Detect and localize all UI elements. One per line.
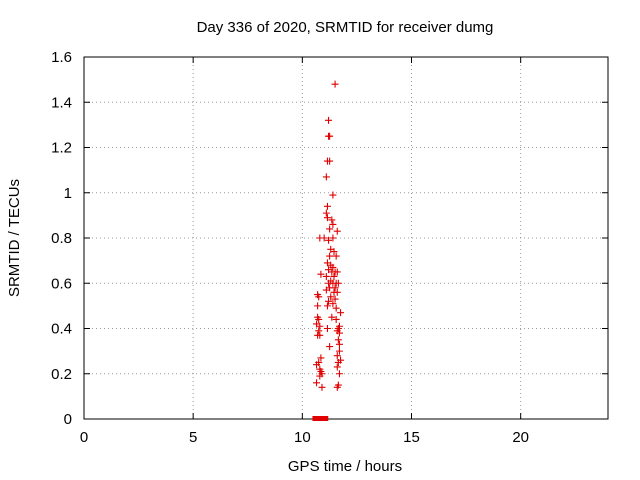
data-point xyxy=(318,383,326,391)
data-point xyxy=(313,379,321,387)
x-tick-label: 10 xyxy=(294,429,311,446)
zero-point xyxy=(315,416,322,421)
grid-lines xyxy=(84,57,608,419)
data-point xyxy=(332,304,340,312)
data-point xyxy=(322,272,330,280)
data-point xyxy=(333,268,341,276)
data-point xyxy=(330,272,338,280)
data-point xyxy=(331,284,339,292)
data-point xyxy=(334,358,342,366)
data-point xyxy=(322,209,330,217)
data-point xyxy=(337,309,345,317)
y-tick-label: 1 xyxy=(64,185,72,202)
data-point xyxy=(322,173,330,181)
data-point xyxy=(316,322,324,330)
data-point xyxy=(326,343,334,351)
data-point xyxy=(335,347,343,355)
data-point xyxy=(329,300,337,308)
data-point xyxy=(327,293,335,301)
data-point xyxy=(334,336,342,344)
plot-frame xyxy=(83,56,609,420)
data-point xyxy=(333,288,341,296)
data-point xyxy=(330,248,338,256)
data-points xyxy=(312,80,345,421)
data-point xyxy=(325,297,333,305)
data-point xyxy=(326,157,334,165)
data-point xyxy=(334,381,342,389)
data-point xyxy=(328,313,336,321)
data-point xyxy=(329,263,337,271)
data-point xyxy=(326,132,334,140)
data-point xyxy=(315,327,323,335)
data-point xyxy=(332,315,340,323)
y-tick-label: 0.6 xyxy=(51,275,72,292)
data-point xyxy=(316,331,324,339)
data-point xyxy=(326,225,334,233)
y-tick-label: 0.2 xyxy=(51,366,72,383)
data-point xyxy=(315,293,323,301)
data-point xyxy=(323,202,331,210)
x-tick-label: 0 xyxy=(80,429,88,446)
y-tick-label: 1.4 xyxy=(51,94,72,111)
y-axis-label: SRMTID / TECUs xyxy=(6,179,23,297)
data-point xyxy=(317,270,325,278)
x-tick-label: 5 xyxy=(189,429,197,446)
data-point xyxy=(331,295,339,303)
data-point xyxy=(333,363,341,371)
data-point xyxy=(325,236,333,244)
axis-ticks: 0 5 10 15 20 0 0.2 0.4 0.6 0.8 1 1.2 1.4 1.6 xyxy=(51,49,608,446)
data-point xyxy=(334,279,342,287)
data-point xyxy=(326,252,334,260)
data-point xyxy=(333,352,341,360)
data-point xyxy=(329,220,337,228)
data-point xyxy=(335,370,343,378)
data-point xyxy=(335,340,343,348)
y-tick-label: 0.4 xyxy=(51,321,72,338)
y-tick-label: 1.2 xyxy=(51,140,72,157)
data-point xyxy=(325,116,333,124)
chart-title: Day 336 of 2020, SRMTID for receiver dum… xyxy=(197,19,494,36)
data-point xyxy=(314,302,322,310)
x-tick-label: 20 xyxy=(512,429,529,446)
data-point xyxy=(317,354,325,362)
data-point xyxy=(323,302,331,310)
data-point xyxy=(320,234,328,242)
data-point xyxy=(328,216,336,224)
data-point xyxy=(329,234,337,242)
data-point xyxy=(335,329,343,337)
data-point xyxy=(315,315,323,323)
zero-point xyxy=(322,416,329,421)
data-point xyxy=(332,252,340,260)
data-point xyxy=(329,191,337,199)
data-point xyxy=(316,372,324,380)
data-point xyxy=(323,325,331,332)
data-point xyxy=(313,361,321,369)
y-tick-label: 0.8 xyxy=(51,230,72,247)
y-tick-label: 0 xyxy=(64,411,72,428)
x-tick-label: 15 xyxy=(403,429,420,446)
y-tick-label: 1.6 xyxy=(51,49,72,66)
data-point xyxy=(333,227,341,235)
data-point xyxy=(331,80,339,88)
data-point xyxy=(322,286,330,294)
x-axis-label: GPS time / hours xyxy=(288,458,402,475)
data-point xyxy=(323,214,331,222)
zero-point xyxy=(312,416,319,421)
